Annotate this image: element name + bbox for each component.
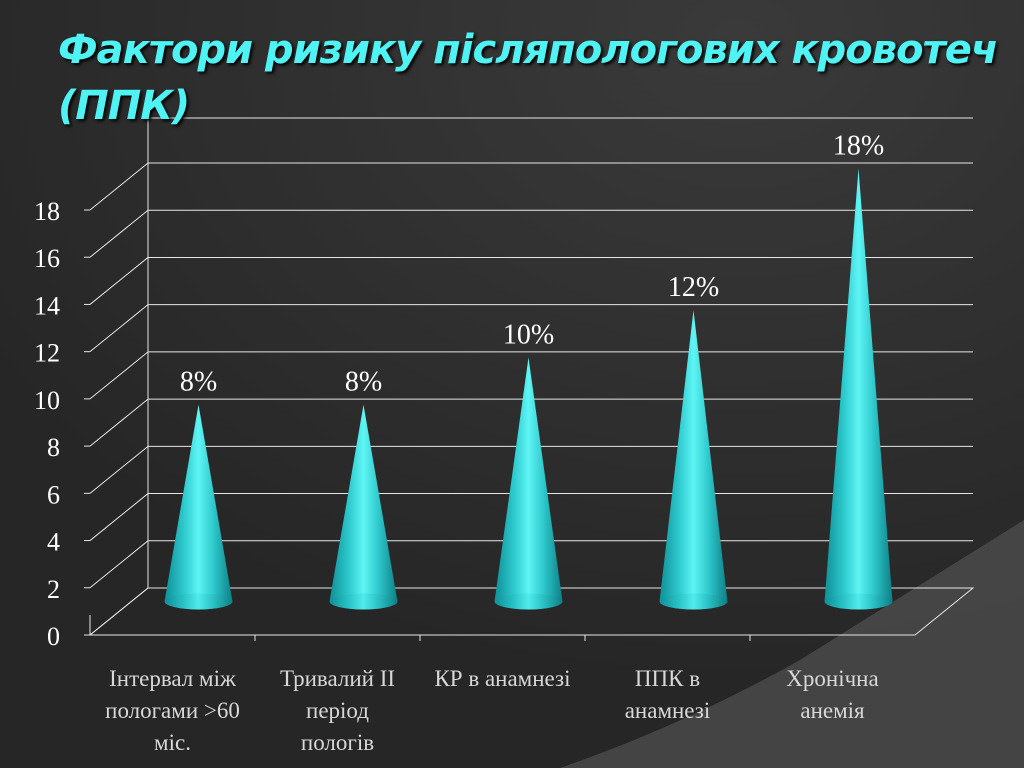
data-label: 8% [345, 367, 382, 398]
cone-body [659, 310, 728, 610]
data-label: 10% [503, 319, 554, 350]
gridline-depth [89, 304, 149, 353]
y-tick-label: 10 [34, 386, 60, 415]
cone-bar [824, 168, 893, 610]
cone-bar [164, 404, 233, 610]
cone-base [494, 593, 563, 610]
y-tick-label: 18 [34, 197, 60, 226]
data-label: 8% [180, 367, 217, 398]
cone-bar [659, 310, 728, 610]
data-label: 12% [668, 272, 719, 303]
cone-base [824, 593, 893, 610]
y-tick-label: 2 [47, 575, 60, 604]
gridline-depth [89, 209, 149, 258]
x-tick-label: Інтервал між пологами >60 міс. [105, 666, 240, 755]
cone-body [164, 404, 233, 610]
x-tick-label: Хронічна анемія [786, 666, 878, 723]
gridline-depth [89, 540, 149, 589]
slide-title: Фактори ризику післяпологових кровотеч (… [58, 27, 998, 129]
cone-base [164, 593, 233, 610]
decorative-swoosh [560, 520, 1024, 768]
gridline-depth [89, 162, 149, 211]
cone-body [494, 357, 563, 610]
cone-base [329, 593, 398, 610]
cone-bar [494, 357, 563, 610]
y-tick-label: 0 [47, 622, 60, 651]
y-tick-label: 12 [34, 339, 60, 368]
gridline-depth [89, 445, 149, 494]
data-label: 18% [833, 131, 884, 162]
x-tick-label: ППК в анамнезі [625, 666, 711, 723]
cone-base [659, 593, 728, 610]
cone-bar [329, 404, 398, 610]
cone-body [824, 168, 893, 610]
gridline-depth [89, 351, 149, 400]
y-tick-label: 4 [47, 528, 60, 557]
gridline-depth [89, 493, 149, 541]
y-tick-label: 14 [34, 291, 60, 320]
y-tick-label: 8 [47, 433, 60, 462]
y-tick-label: 16 [34, 244, 60, 273]
x-tick-label: КР в анамнезі [434, 666, 570, 691]
y-tick-label: 6 [47, 480, 60, 509]
gridline-depth [89, 398, 149, 447]
x-tick-label: Тривалий ІІ період пологів [280, 666, 395, 755]
cone-body [329, 404, 398, 610]
gridline-depth [89, 257, 149, 305]
